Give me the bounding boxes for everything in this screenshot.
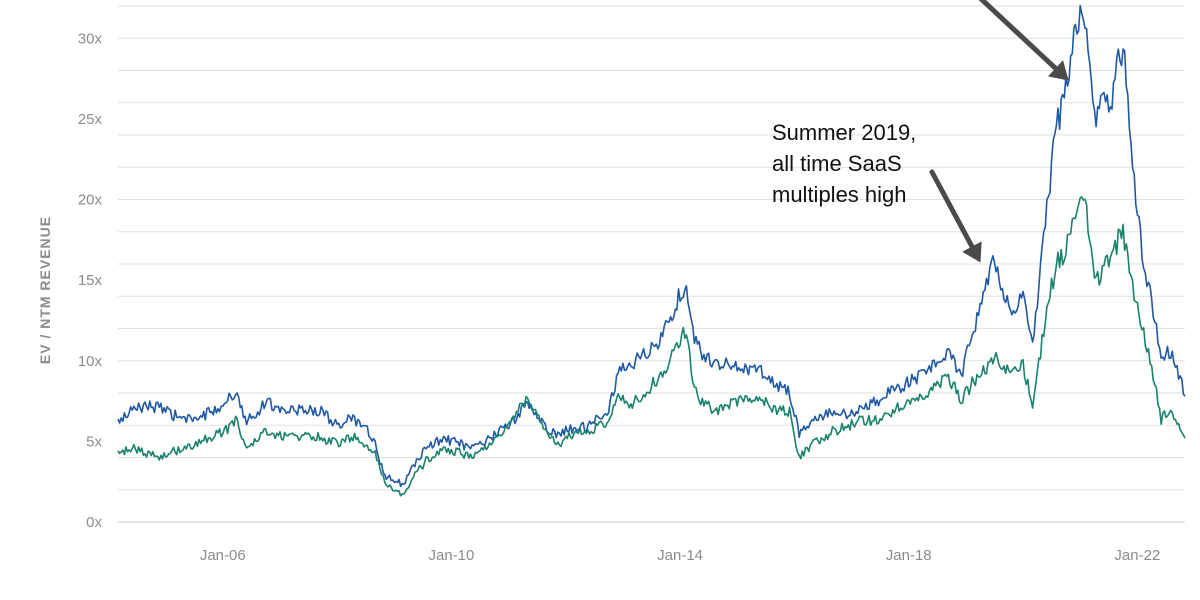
y-axis-ticks: 0x 5x 10x 15x 20x 25x 30x bbox=[78, 30, 103, 531]
y-tick-label: 0x bbox=[86, 514, 102, 531]
x-tick-label: Jan-22 bbox=[1114, 547, 1160, 564]
x-axis-ticks: Jan-06 Jan-10 Jan-14 Jan-18 Jan-22 bbox=[200, 547, 1160, 564]
annotation-text-line: Summer 2019, bbox=[772, 120, 916, 145]
annotation-arrow-summer-2019 bbox=[929, 169, 982, 263]
series-line-1 bbox=[117, 4, 1186, 488]
annotations: Summer 2019, all time SaaS multiples high bbox=[772, 0, 1069, 263]
x-tick-label: Jan-10 bbox=[429, 547, 475, 564]
series-lines bbox=[117, 4, 1186, 497]
x-tick-label: Jan-14 bbox=[657, 547, 703, 564]
series-line-2 bbox=[117, 196, 1186, 497]
x-tick-label: Jan-18 bbox=[886, 547, 932, 564]
y-tick-label: 10x bbox=[78, 353, 103, 370]
y-tick-label: 30x bbox=[78, 30, 103, 47]
gridlines bbox=[118, 5, 1185, 523]
y-axis-title: EV / NTM REVENUE bbox=[37, 216, 53, 364]
annotation-text-line: all time SaaS bbox=[772, 151, 902, 176]
annotation-arrow-2021 bbox=[978, 0, 1069, 81]
y-tick-label: 15x bbox=[78, 272, 103, 289]
x-tick-label: Jan-06 bbox=[200, 547, 246, 564]
y-tick-label: 20x bbox=[78, 192, 103, 209]
y-tick-label: 25x bbox=[78, 111, 103, 128]
y-tick-label: 5x bbox=[86, 433, 102, 450]
annotation-text-line: multiples high bbox=[772, 182, 907, 207]
